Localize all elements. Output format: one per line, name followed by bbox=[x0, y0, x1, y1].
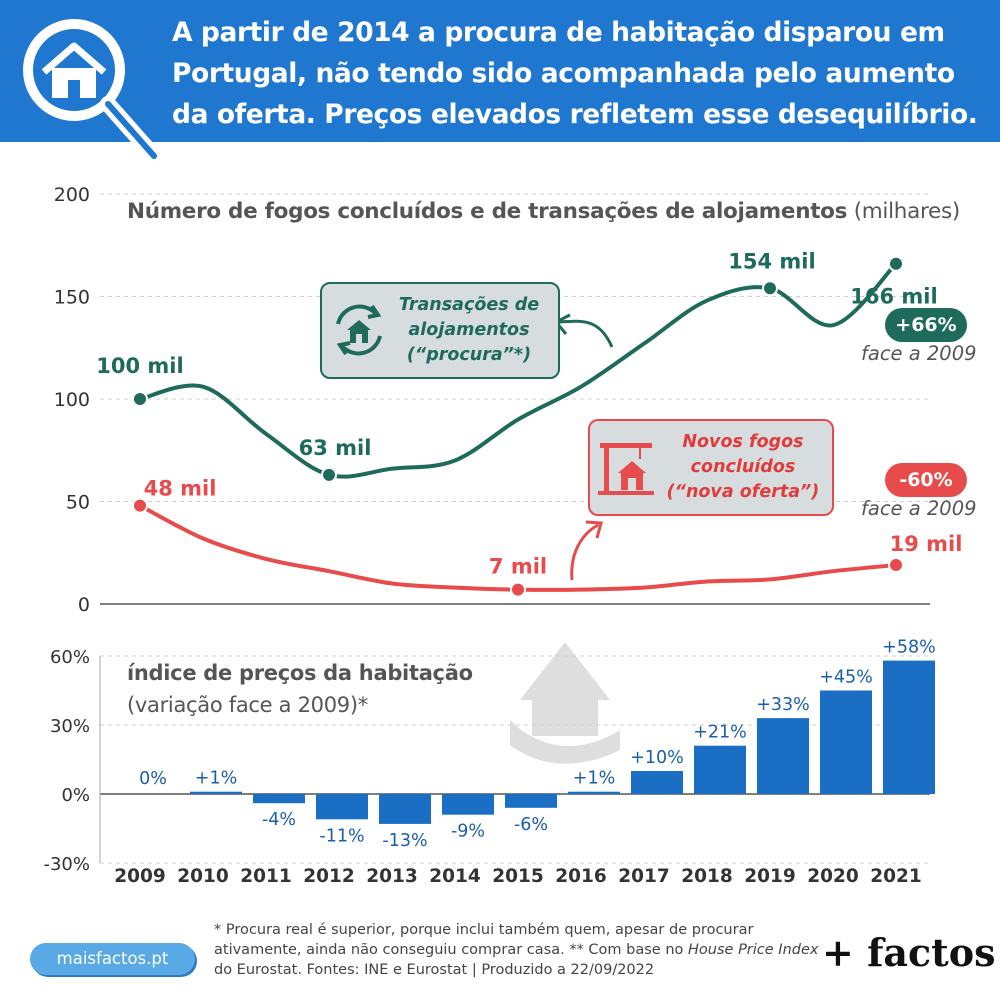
callout-oferta: Novos fogos concluídos (“nova oferta”) bbox=[588, 419, 834, 516]
x-tick-label: 2014 bbox=[429, 866, 481, 887]
bar-label: +1% bbox=[573, 769, 615, 789]
bar-label: +45% bbox=[819, 668, 873, 688]
bar-label: +33% bbox=[756, 695, 810, 715]
bar bbox=[631, 771, 683, 794]
footnote: * Procura real é superior, porque inclui… bbox=[214, 922, 819, 978]
bar bbox=[316, 794, 368, 820]
data-point bbox=[762, 280, 778, 297]
x-tick-label: 2011 bbox=[240, 866, 292, 887]
x-tick-label: 2010 bbox=[177, 866, 229, 887]
x-tick-label: 2020 bbox=[807, 866, 859, 887]
bar-label: -6% bbox=[514, 815, 548, 835]
data-point bbox=[132, 497, 148, 514]
bar bbox=[568, 791, 620, 794]
watermark-roof bbox=[520, 642, 610, 700]
bar-label: -4% bbox=[262, 810, 296, 830]
bar-label: +58% bbox=[882, 638, 936, 658]
data-label: 48 mil bbox=[144, 477, 217, 501]
bar-chart: 60% 30% 0% -30% 0% 2009 +1% 2010 -4% 2011 -11% 2012… bbox=[43, 638, 936, 887]
callout-oferta-line1: Novos fogos bbox=[682, 432, 804, 452]
arrow-oferta bbox=[570, 523, 599, 581]
bar-label: +10% bbox=[630, 748, 684, 768]
data-point bbox=[888, 557, 904, 574]
bar bbox=[190, 791, 242, 794]
x-tick-label: 2021 bbox=[870, 866, 922, 887]
y-tick-label: -30% bbox=[43, 854, 90, 875]
y-tick-label: 0 bbox=[78, 594, 90, 616]
y-tick-label: 60% bbox=[50, 647, 90, 668]
x-tick-label: 2015 bbox=[492, 866, 544, 887]
house-search-icon bbox=[23, 19, 162, 164]
data-label: 100 mil bbox=[96, 354, 183, 378]
callout-procura-line3: (“procura”*) bbox=[406, 345, 532, 365]
data-point bbox=[132, 391, 148, 407]
brand-logo: + factos bbox=[822, 930, 996, 975]
data-label: 63 mil bbox=[299, 436, 372, 460]
x-tick-label: 2019 bbox=[744, 866, 796, 887]
bar-chart-title: índice de preços da habitação (variação … bbox=[127, 661, 473, 717]
y-tick-label: 50 bbox=[66, 492, 90, 514]
construction-crane-icon bbox=[598, 443, 654, 495]
data-point bbox=[321, 466, 337, 483]
data-label: 7 mil bbox=[489, 555, 547, 579]
callout-procura: Transações de alojamentos (“procura”*) bbox=[320, 282, 560, 379]
callout-oferta-line2: concluídos bbox=[690, 457, 796, 477]
badge-oferta-change: -60% bbox=[885, 463, 967, 497]
x-tick-label: 2013 bbox=[366, 866, 418, 887]
bar bbox=[505, 794, 557, 808]
y-tick-label: 0% bbox=[61, 785, 90, 806]
arrowhead-oferta bbox=[585, 520, 603, 539]
y-tick-label: 200 bbox=[54, 184, 90, 206]
bar bbox=[253, 794, 305, 804]
bar bbox=[883, 660, 935, 794]
badge-oferta-note: face a 2009 bbox=[861, 497, 977, 520]
bar-label: -11% bbox=[319, 826, 364, 846]
x-tick-label: 2012 bbox=[303, 866, 355, 887]
callout-procura-line1: Transações de bbox=[398, 295, 540, 315]
x-tick-label: 2018 bbox=[681, 866, 733, 887]
bar bbox=[820, 690, 872, 794]
bar-label: +21% bbox=[693, 723, 747, 743]
bar bbox=[694, 745, 746, 794]
bar bbox=[442, 794, 494, 815]
header-title: A partir de 2014 a procura de habitação … bbox=[172, 17, 978, 130]
data-point bbox=[888, 255, 904, 272]
arrow-procura bbox=[559, 319, 614, 348]
house-in-hand-icon bbox=[510, 642, 620, 764]
website-link[interactable]: maisfactos.pt bbox=[30, 943, 195, 975]
badge-procura-change: +66% bbox=[885, 308, 967, 342]
watermark-house bbox=[532, 696, 598, 736]
line-chart-title: Número de fogos concluídos e de transaçõ… bbox=[127, 199, 960, 224]
bar-label: +1% bbox=[195, 769, 237, 789]
bar-label: 0% bbox=[139, 769, 167, 789]
data-label: 154 mil bbox=[728, 249, 815, 273]
data-label: 19 mil bbox=[890, 532, 963, 556]
callout-oferta-line3: (“nova oferta”) bbox=[666, 482, 820, 502]
bar-label: -13% bbox=[382, 831, 427, 851]
bar-label: -9% bbox=[451, 822, 485, 842]
x-tick-label: 2016 bbox=[555, 866, 607, 887]
house-cycle-icon bbox=[336, 304, 382, 356]
callout-procura-line2: alojamentos bbox=[408, 320, 530, 340]
y-tick-label: 30% bbox=[50, 716, 90, 737]
y-tick-label: 150 bbox=[54, 287, 90, 309]
watermark-hand bbox=[510, 720, 620, 764]
bar bbox=[379, 794, 431, 824]
badge-procura-note: face a 2009 bbox=[861, 342, 977, 365]
data-point bbox=[510, 581, 526, 598]
x-tick-label: 2009 bbox=[114, 866, 166, 887]
x-tick-label: 2017 bbox=[618, 866, 670, 887]
data-label: 166 mil bbox=[850, 285, 937, 309]
y-tick-label: 100 bbox=[54, 389, 90, 411]
header-banner bbox=[0, 0, 1000, 142]
line-chart: 0 50 100 150 200 100 mil 63 mil 154 mil 166 mil 4… bbox=[54, 184, 963, 616]
bar bbox=[757, 718, 809, 794]
